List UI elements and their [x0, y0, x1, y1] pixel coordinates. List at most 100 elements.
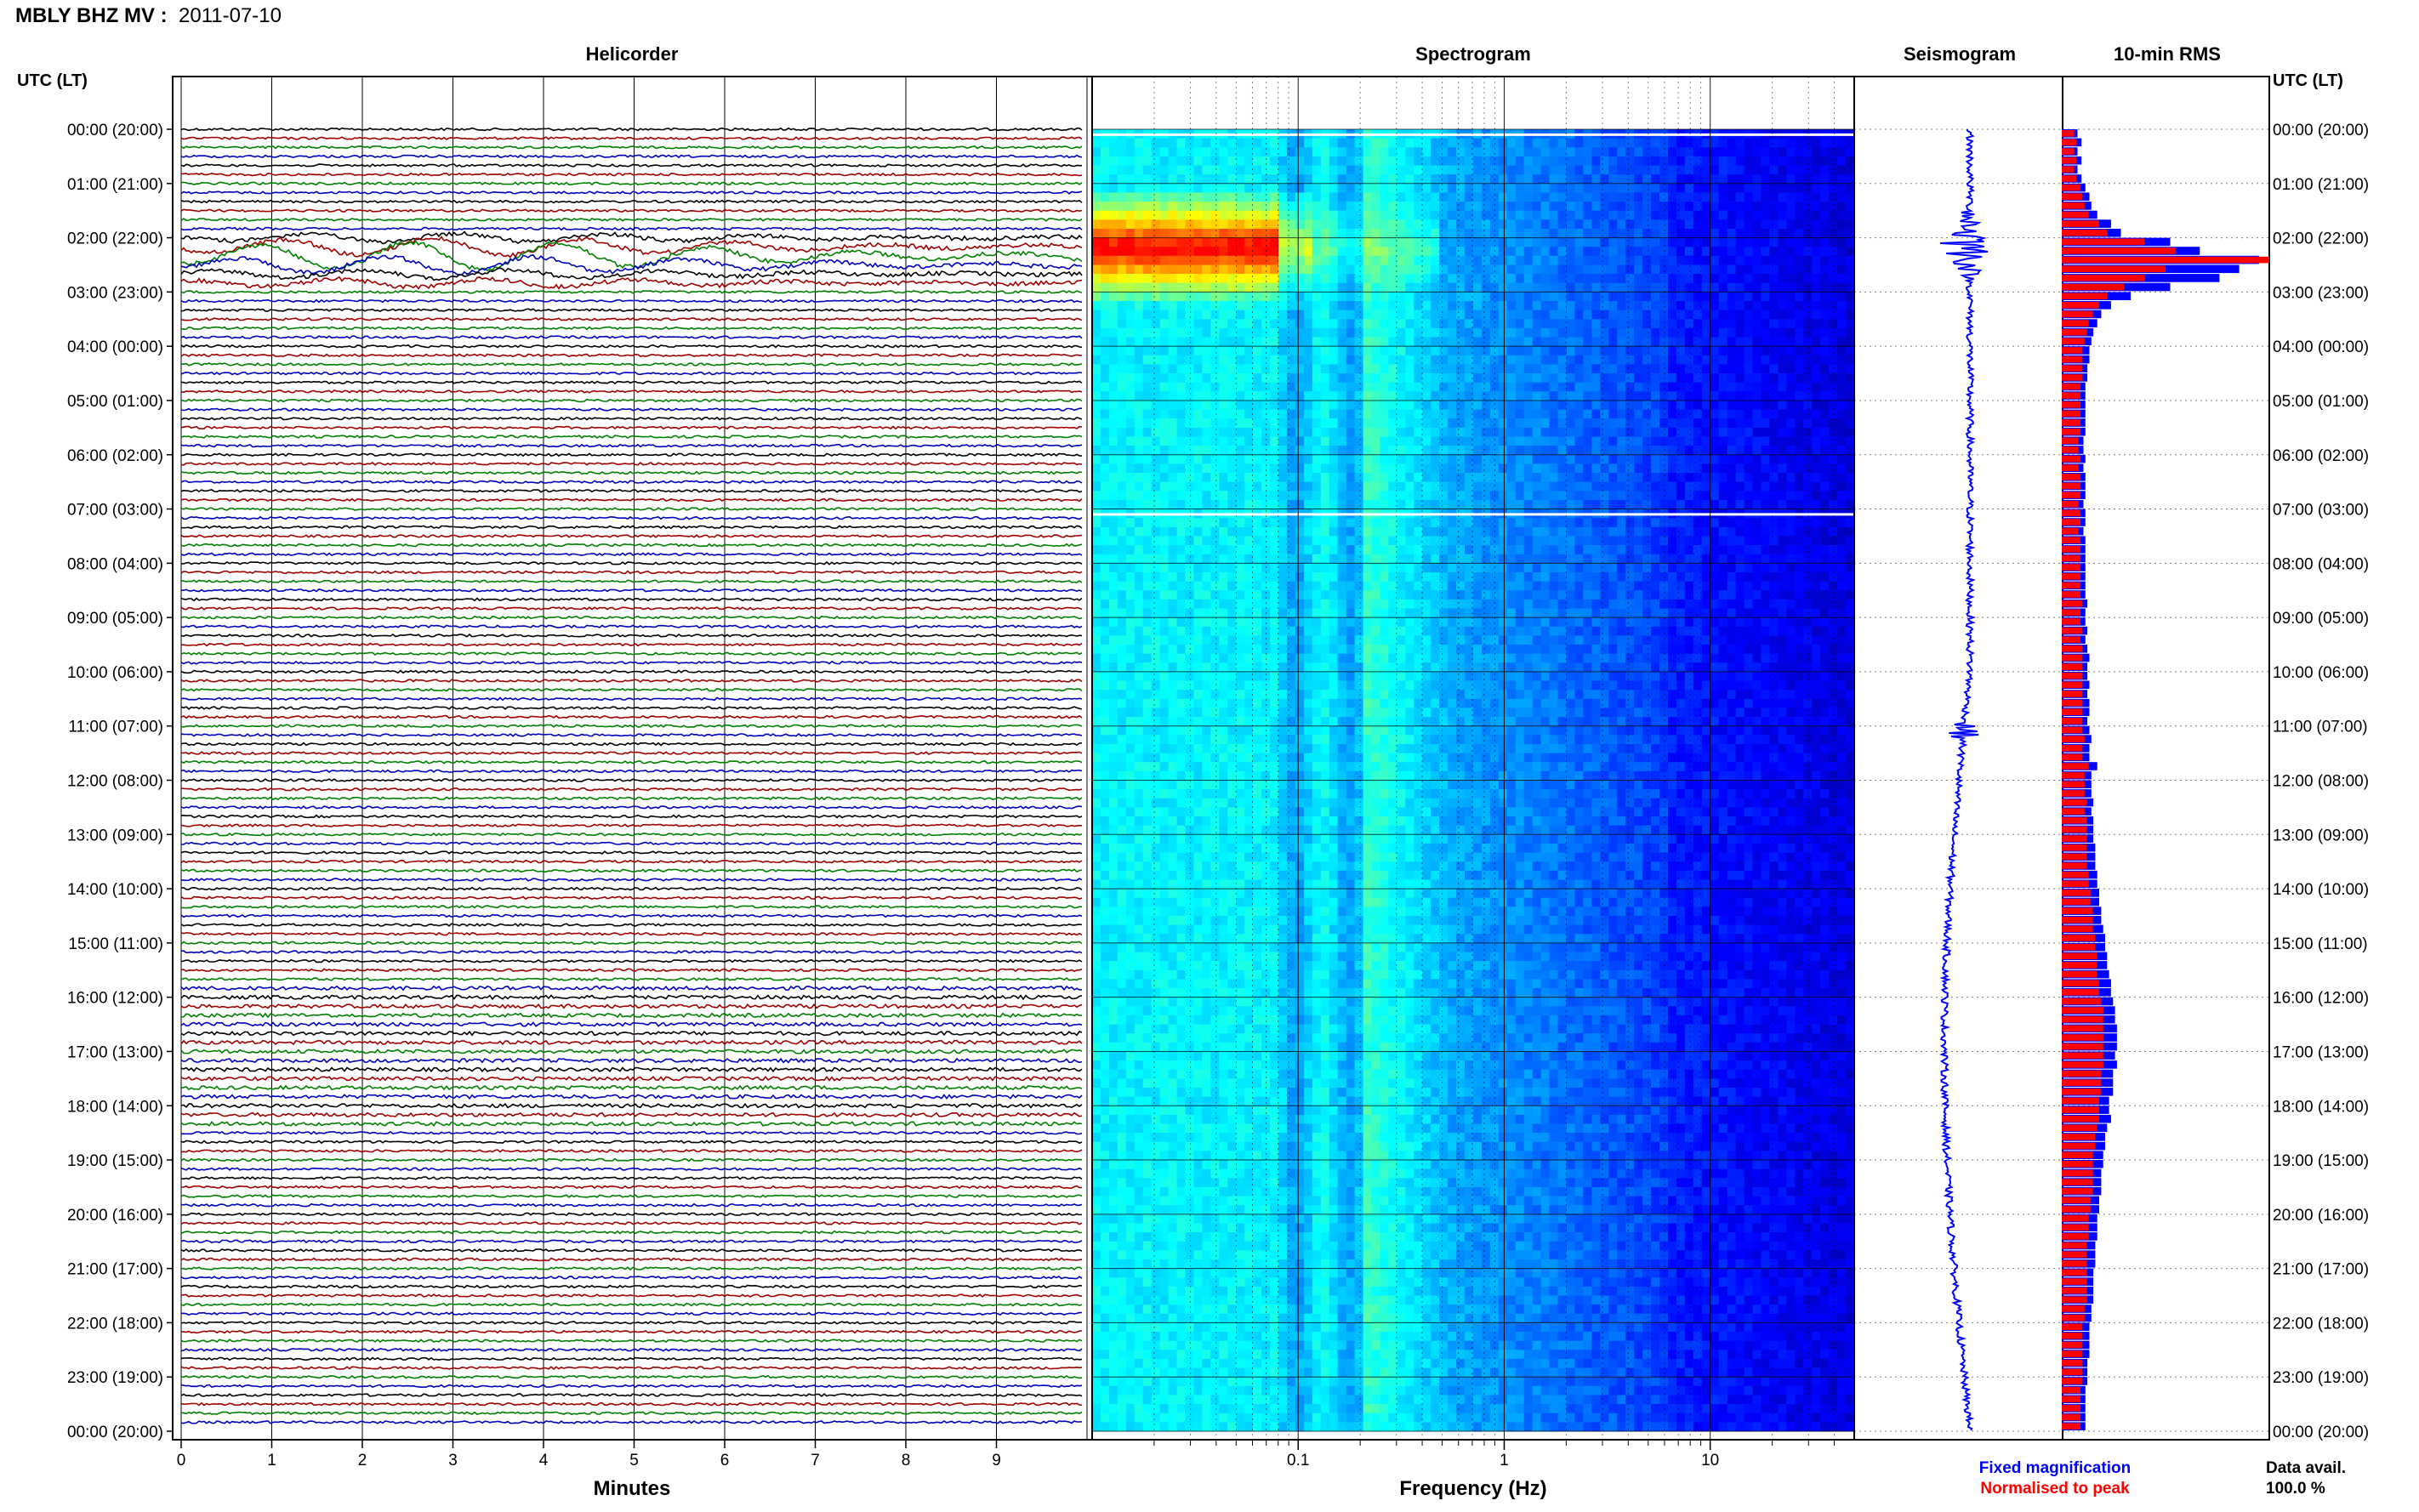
spectrogram-cell: [1735, 255, 1745, 265]
spectrogram-cell: [1354, 346, 1364, 356]
spectrogram-cell: [1701, 463, 1711, 474]
spectrogram-cell: [1659, 355, 1669, 365]
spectrogram-cell: [1482, 319, 1491, 329]
spectrogram-cell: [1668, 147, 1677, 157]
spectrogram-cell: [1846, 219, 1855, 230]
spectrogram-cell: [1735, 174, 1745, 185]
spectrogram-cell: [1549, 364, 1559, 374]
spectrogram-cell: [1371, 491, 1381, 501]
spectrogram-cell: [1735, 337, 1745, 347]
spectrogram-cell: [1778, 174, 1787, 185]
spectrogram-cell: [1287, 274, 1296, 284]
spectrogram-cell: [1837, 310, 1847, 320]
spectrogram-cell: [1566, 581, 1576, 591]
spectrogram-cell: [1523, 481, 1534, 492]
spectrogram-cell: [1346, 355, 1356, 365]
spectrogram-cell: [1540, 590, 1551, 600]
spectrogram-cell: [1846, 563, 1855, 573]
helicorder-trace: [180, 1230, 1083, 1235]
spectrogram-cell: [1261, 554, 1271, 564]
spectrogram-cell: [1312, 229, 1322, 238]
spectrogram-cell: [1151, 536, 1161, 546]
spectrogram-cell: [1397, 545, 1406, 555]
spectrogram-cell: [1219, 563, 1228, 573]
spectrogram-cell: [1761, 301, 1771, 310]
spectrogram-cell: [1473, 418, 1483, 429]
spectrogram-cell: [1278, 364, 1288, 374]
spectrogram-cell: [1634, 473, 1643, 482]
spectrogram-cell: [1837, 554, 1847, 564]
spectrogram-cell: [1710, 219, 1720, 230]
spectrogram-cell: [1329, 355, 1339, 365]
spectrogram-cell: [1803, 563, 1813, 573]
spectrogram-cell: [1761, 454, 1771, 464]
spectrogram-cell: [1168, 346, 1178, 356]
spectrogram-cell: [1566, 219, 1576, 230]
spectrogram-cell: [1515, 436, 1525, 446]
spectrogram-cell: [1574, 454, 1585, 464]
spectrogram-cell: [1523, 590, 1534, 600]
spectrogram-cell: [1380, 327, 1390, 338]
spectrogram-cell: [1761, 491, 1771, 501]
spectrogram-cell: [1498, 572, 1508, 582]
spectrogram-cell: [1270, 373, 1279, 384]
spectrogram-cell: [1210, 138, 1220, 148]
spectrogram-cell: [1371, 427, 1381, 437]
spectrogram-cell: [1278, 401, 1288, 410]
spectrogram-cell: [1846, 436, 1855, 446]
spectrogram-cell: [1557, 138, 1568, 148]
spectrogram-cell: [1566, 282, 1576, 293]
spectrogram-cell: [1193, 473, 1204, 482]
spectrogram-cell: [1193, 446, 1204, 456]
spectrogram-cell: [1693, 174, 1703, 185]
spectrogram-cell: [1532, 427, 1542, 437]
spectrogram-cell: [1354, 147, 1364, 157]
spectrogram-cell: [1540, 373, 1551, 384]
spectrogram-cell: [1439, 255, 1449, 265]
spectrogram-cell: [1371, 202, 1381, 212]
spectrogram-cell: [1735, 391, 1745, 401]
spectrogram-cell: [1422, 608, 1431, 618]
spectrogram-cell: [1482, 165, 1491, 175]
spectrogram-cell: [1303, 463, 1313, 474]
spectrogram-cell: [1176, 156, 1187, 166]
spectrogram-cell: [1846, 147, 1855, 157]
spectrogram-cell: [1489, 183, 1500, 193]
spectrogram-cell: [1151, 364, 1161, 374]
spectrogram-cell: [1600, 581, 1609, 591]
spectrogram-cell: [1303, 563, 1313, 573]
helicorder-trace: [180, 696, 1083, 702]
spectrogram-cell: [1718, 210, 1728, 220]
spectrogram-cell: [1701, 264, 1711, 275]
spectrogram-cell: [1515, 165, 1525, 175]
spectrogram-cell: [1583, 401, 1592, 410]
spectrogram-cell: [1388, 427, 1397, 437]
spectrogram-cell: [1744, 364, 1754, 374]
spectrogram-cell: [1303, 581, 1313, 591]
spectrogram-cell: [1659, 264, 1669, 275]
spectrogram-cell: [1557, 473, 1568, 482]
helicorder-trace: [180, 1049, 1083, 1054]
spectrogram-cell: [1176, 454, 1187, 464]
spectrogram-cell: [1159, 192, 1170, 202]
spectrogram-cell: [1176, 355, 1187, 365]
spectrogram-cell: [1506, 518, 1517, 528]
spectrogram-cell: [1574, 219, 1585, 230]
spectrogram-cell: [1820, 165, 1830, 175]
spectrogram-cell: [1219, 355, 1228, 365]
spectrogram-cell: [1448, 174, 1457, 185]
spectrogram-cell: [1591, 481, 1601, 492]
spectrogram-cell: [1489, 518, 1500, 528]
spectrogram-cell: [1303, 554, 1313, 564]
spectrogram-cell: [1312, 391, 1322, 401]
spectrogram-cell: [1549, 382, 1559, 392]
spectrogram-cell: [1227, 418, 1237, 429]
spectrogram-cell: [1227, 346, 1237, 356]
spectrogram-cell: [1168, 599, 1178, 609]
spectrogram-cell: [1465, 373, 1474, 384]
spectrogram-cell: [1829, 310, 1838, 320]
spectrogram-cell: [1465, 499, 1474, 509]
spectrogram-cell: [1600, 292, 1609, 302]
spectrogram-cell: [1448, 545, 1457, 555]
spectrogram-cell: [1210, 264, 1220, 275]
